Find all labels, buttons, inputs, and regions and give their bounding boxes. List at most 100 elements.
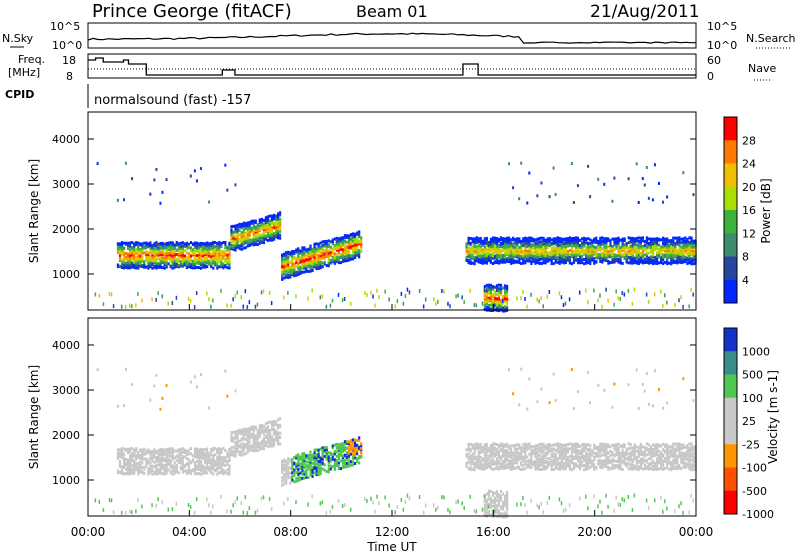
power-cell [649,245,653,249]
power-cell [135,258,138,262]
power-cell [483,253,486,257]
power-cell [637,249,640,253]
power-cell [240,244,243,248]
power-cell [672,256,675,260]
power-cell [481,255,484,259]
power-cell [627,252,630,256]
power-cell [674,253,677,257]
power-cell [653,247,657,251]
velocity-cell [139,454,142,458]
power-cell [649,255,653,259]
power-cell [522,253,525,257]
velocity-cell [124,471,128,475]
power-cell [670,250,673,254]
velocity-cell [199,456,203,460]
power-cell [489,309,492,313]
power-cell [262,241,265,245]
velocity-cell [159,470,162,474]
power-cell [285,267,288,271]
power-cell [526,259,529,263]
velocity-cell [489,453,492,457]
velocity-cell [210,458,213,462]
velocity-cell [467,447,470,451]
power-cell [266,219,270,223]
power-cell [212,255,215,259]
velocity-cell [467,452,470,456]
power-cell [495,303,499,307]
power-cell [301,265,304,269]
power-cell [173,250,176,254]
velocity-cell [293,456,296,460]
power-cell [583,243,586,247]
velocity-cell [216,458,219,462]
power-cell [135,266,138,270]
power-cell [483,257,486,261]
power-cell [224,250,227,254]
velocity-cell [309,450,312,454]
power-cell [315,247,318,251]
velocity-cell [232,439,235,443]
velocity-cell [520,453,523,457]
power-cell [179,260,182,264]
velocity-cell [262,495,265,500]
power-cell [469,253,472,257]
power-cell [129,241,132,245]
power-cell [641,259,644,263]
power-cell [522,237,525,241]
power-cell [131,261,134,265]
power-cell [321,243,324,247]
power-cell [623,243,626,247]
velocity-cell [236,429,239,433]
velocity-cell [204,455,207,459]
power-cell [613,176,616,180]
power-cell [127,266,130,270]
power-cell [645,292,648,297]
power-cell [193,262,197,266]
power-cell [256,223,259,227]
power-cell [585,259,588,263]
velocity-cell [593,443,596,447]
power-cell [534,253,537,257]
power-cell [212,253,215,257]
velocity-cell [568,503,571,508]
velocity-cell [195,455,199,459]
power-cell [289,260,292,264]
power-cell [347,245,351,249]
velocity-cell [503,511,507,515]
power-cell [653,257,657,261]
velocity-cell [477,457,480,461]
power-cell [313,244,316,248]
power-cell [171,251,174,255]
power-cell [195,291,198,296]
power-cell [658,249,661,253]
velocity-cell [135,455,138,459]
velocity-cell [285,462,288,466]
power-cell [676,241,679,245]
velocity-cell [568,467,572,471]
power-cell [576,249,580,253]
velocity-cell [193,450,197,454]
velocity-cell [317,450,320,454]
power-cell [510,257,513,261]
power-cell [526,237,529,241]
power-cell [469,250,472,254]
velocity-cell [576,452,580,456]
velocity-cell [177,456,180,460]
power-cell [499,257,503,261]
power-cell [672,246,675,250]
power-cell [599,239,602,243]
power-cell [485,236,488,240]
velocity-cell [258,424,261,428]
velocity-cell [317,461,320,465]
power-cell [572,241,576,245]
velocity-cell [285,475,288,479]
power-cell [487,291,490,295]
velocity-cell [287,465,290,469]
power-cell [497,287,501,291]
velocity-cell [157,463,160,467]
power-cell [666,195,669,199]
power-cell [552,239,555,243]
power-cell [686,258,689,262]
velocity-cell [120,447,124,451]
velocity-cell [281,463,284,467]
